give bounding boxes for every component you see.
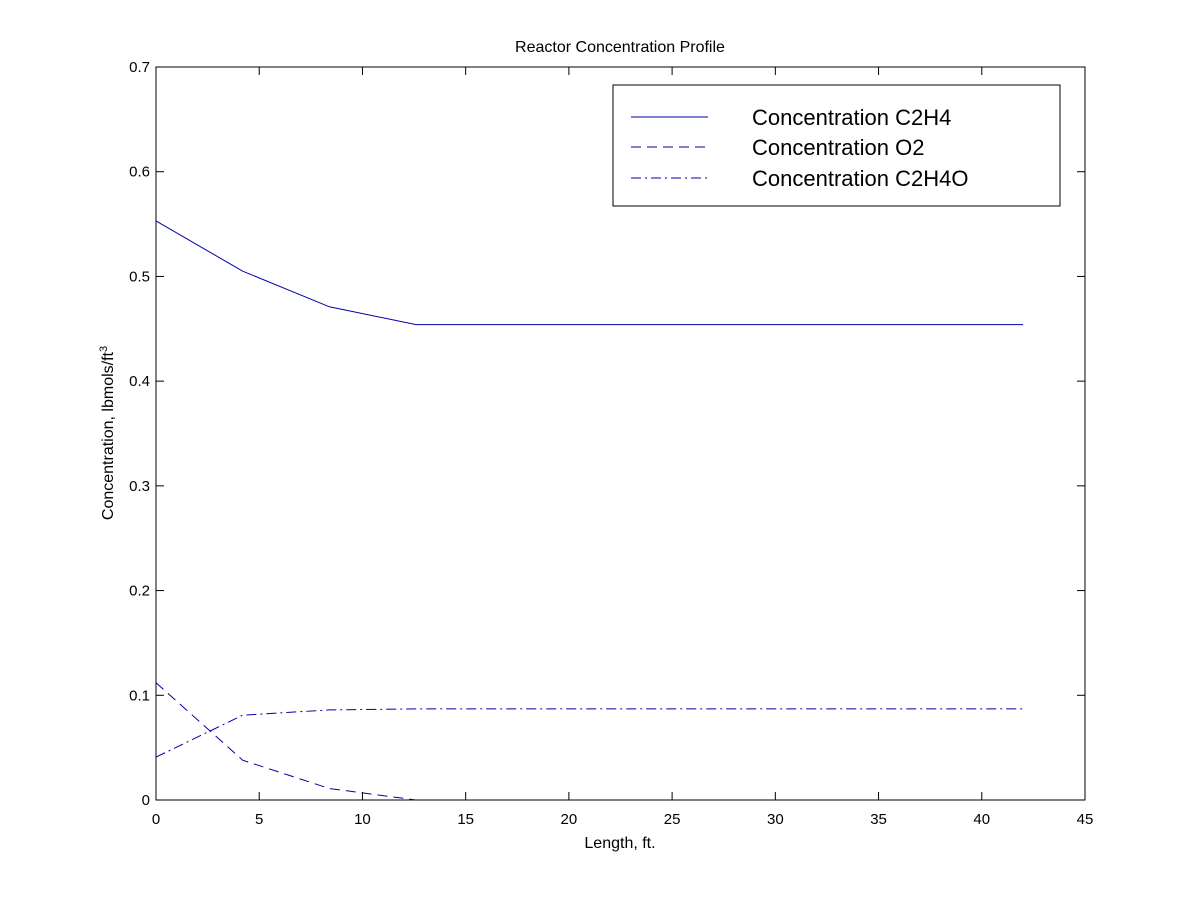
y-tick-label: 0.1 (129, 687, 150, 704)
legend-label-3: Concentration C2H4O (752, 166, 968, 191)
y-tick-label: 0.4 (129, 373, 150, 390)
x-tick-label: 0 (152, 811, 160, 828)
y-axis-title-text: Concentration, lbmols/ft (100, 351, 117, 520)
x-tick-label: 20 (561, 811, 578, 828)
y-tick-label: 0.7 (129, 59, 150, 76)
y-tick-label: 0.3 (129, 478, 150, 495)
y-axis-title-superscript: 3 (98, 346, 110, 352)
plot-area: 0 5 10 15 20 25 30 35 40 45 0 0.1 0.2 0.3 0.4 0.5 0.6 0.7 (129, 59, 1093, 828)
x-tick-label: 40 (973, 811, 990, 828)
series-line-2 (155, 682, 417, 801)
x-tick-label: 35 (870, 811, 887, 828)
y-tick-label: 0 (142, 792, 150, 809)
x-tick-label: 15 (457, 811, 474, 828)
x-tick-label: 30 (767, 811, 784, 828)
x-tick-label: 10 (354, 811, 371, 828)
y-axis-title: Concentration, lbmols/ft3 (98, 346, 117, 520)
x-tick-label: 5 (255, 811, 263, 828)
x-axis-title: Length, ft. (584, 835, 655, 852)
legend: Concentration C2H4 Concentration O2 Concen… (612, 84, 1061, 207)
x-tick-label: 45 (1077, 811, 1094, 828)
y-tick-label: 0.5 (129, 268, 150, 285)
plot-frame (155, 66, 1086, 801)
series-line-3 (155, 708, 1024, 758)
x-tick-label: 25 (664, 811, 681, 828)
y-tick-label: 0.6 (129, 164, 150, 181)
series-line-1 (155, 220, 1024, 326)
chart-title: Reactor Concentration Profile (515, 39, 725, 56)
legend-label-1: Concentration C2H4 (752, 105, 951, 130)
y-tick-label: 0.2 (129, 583, 150, 600)
legend-label-2: Concentration O2 (752, 135, 924, 160)
legend-box (612, 84, 1061, 207)
